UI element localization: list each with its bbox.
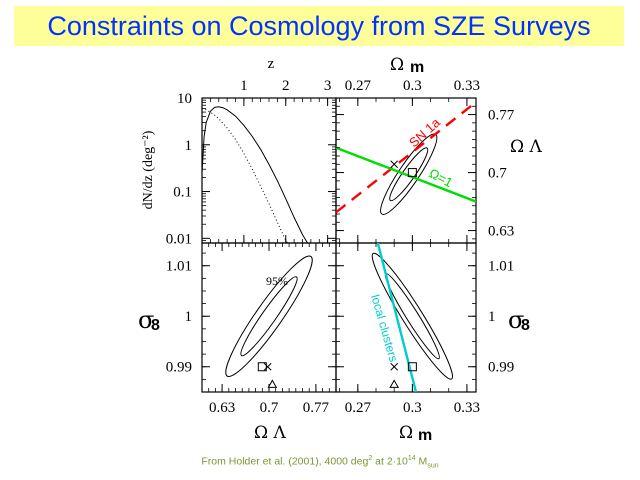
contour-95% bbox=[371, 252, 453, 380]
marker-square bbox=[407, 168, 417, 178]
caption-sup2: 14 bbox=[407, 455, 416, 462]
x-axis-title-omega-m-top: Ω bbox=[390, 55, 404, 75]
y-tick-label: 0.99 bbox=[488, 360, 514, 376]
x-tick-label: 3 bbox=[324, 78, 332, 94]
y-tick-label: 1.01 bbox=[166, 259, 192, 275]
plot-area bbox=[371, 243, 453, 392]
y-tick-label: 0.63 bbox=[488, 224, 514, 240]
title-bar: Constraints on Cosmology from SZE Survey… bbox=[14, 6, 624, 46]
x-axis-title-omega-m-sub: m bbox=[410, 59, 424, 76]
slide-title: Constraints on Cosmology from SZE Survey… bbox=[47, 11, 591, 41]
y-tick-label: 0.01 bbox=[166, 231, 192, 247]
marker-x bbox=[263, 362, 272, 371]
panel-bottom-right: 0.27 0.3 0.33 1.01 1 0.99 bbox=[335, 242, 514, 416]
y-tick-label: 0.99 bbox=[166, 360, 192, 376]
y-tick-label: 0.77 bbox=[488, 108, 515, 124]
y-tick-label: 0.1 bbox=[173, 185, 192, 201]
marker-triangle bbox=[389, 379, 400, 388]
panel-frame bbox=[335, 242, 477, 393]
annotation-95-percent: 95% bbox=[266, 274, 288, 288]
marker-triangle bbox=[267, 379, 278, 388]
plot-area bbox=[336, 101, 476, 215]
y-tick-label: 1 bbox=[185, 138, 193, 154]
x-axis-title-omega-m-bottom-sub: m bbox=[418, 427, 432, 444]
series-solid bbox=[202, 106, 309, 243]
x-tick-label: 0.33 bbox=[454, 78, 480, 94]
contour-95% bbox=[225, 255, 313, 377]
caption-prefix: From Holder et al. (2001), 4000 deg bbox=[201, 455, 369, 468]
y-axis-title-sigma8-left: σ bbox=[138, 306, 154, 334]
marker-x bbox=[390, 362, 399, 371]
x-tick-label: 0.3 bbox=[403, 78, 422, 94]
x-axis-title-omega-m-bottom: Ω bbox=[399, 423, 413, 443]
caption: From Holder et al. (2001), 4000 deg2 at … bbox=[0, 455, 640, 470]
x-tick-label: 2 bbox=[282, 78, 290, 94]
x-tick-label: 0.3 bbox=[403, 400, 422, 416]
caption-sup1: 2 bbox=[368, 455, 373, 462]
constraint-line--1 bbox=[336, 146, 476, 203]
panel-top-right: 0.27 0.3 0.33 0.77 0.7 0.63 bbox=[335, 78, 515, 244]
y-axis-title-dndz: dN/dz (deg⁻²) bbox=[141, 130, 156, 209]
label-omega-1: Ω=1 bbox=[427, 165, 456, 190]
panel-frame bbox=[201, 97, 337, 244]
x-axis-title-z: z bbox=[268, 56, 275, 72]
plot-area bbox=[225, 255, 313, 388]
caption-suffix: M bbox=[415, 455, 428, 468]
marker-square bbox=[407, 362, 417, 372]
x-tick-label: 0.33 bbox=[454, 400, 480, 416]
y-tick-label: 0.7 bbox=[488, 166, 507, 182]
caption-middle: at 2·10 bbox=[372, 455, 408, 468]
y-tick-label: 10 bbox=[177, 91, 192, 107]
x-axis-title-omega-lambda-bottom: Ω Λ bbox=[254, 423, 286, 443]
x-tick-label: 0.27 bbox=[345, 400, 372, 416]
y-axis-title-sigma8-right: σ bbox=[508, 306, 524, 334]
y-axis-title-sigma8-left-sub: 8 bbox=[151, 317, 160, 334]
marker-square bbox=[257, 362, 267, 372]
y-tick-label: 1.01 bbox=[488, 259, 514, 275]
y-tick-label: 1 bbox=[488, 309, 496, 325]
constraint-line-sn-1a bbox=[336, 101, 476, 214]
x-tick-label: 0.63 bbox=[209, 400, 235, 416]
panel-top-left: 1 2 3 10 1 0.1 0.01 bbox=[166, 78, 337, 247]
x-tick-label: 0.77 bbox=[303, 400, 330, 416]
y-tick-label: 1 bbox=[185, 309, 193, 325]
y-axis-title-sigma8-right-sub: 8 bbox=[521, 317, 530, 334]
x-tick-label: 0.7 bbox=[260, 400, 279, 416]
marker-x bbox=[390, 160, 399, 169]
caption-sub: sun bbox=[427, 462, 439, 470]
y-axis-title-omega-lambda: Ω Λ bbox=[510, 137, 542, 157]
panel-frame bbox=[201, 242, 337, 393]
constraint-line-local-clusters bbox=[376, 243, 418, 392]
contour-68% bbox=[240, 276, 298, 357]
plot-area bbox=[202, 106, 309, 243]
series-dotted bbox=[202, 107, 289, 243]
x-tick-label: 1 bbox=[240, 78, 248, 94]
label-local-clusters: local clusters bbox=[368, 293, 401, 364]
x-tick-label: 0.27 bbox=[345, 78, 372, 94]
panel-bottom-left: 0.63 0.7 0.77 1.01 1 0.99 bbox=[166, 242, 337, 416]
